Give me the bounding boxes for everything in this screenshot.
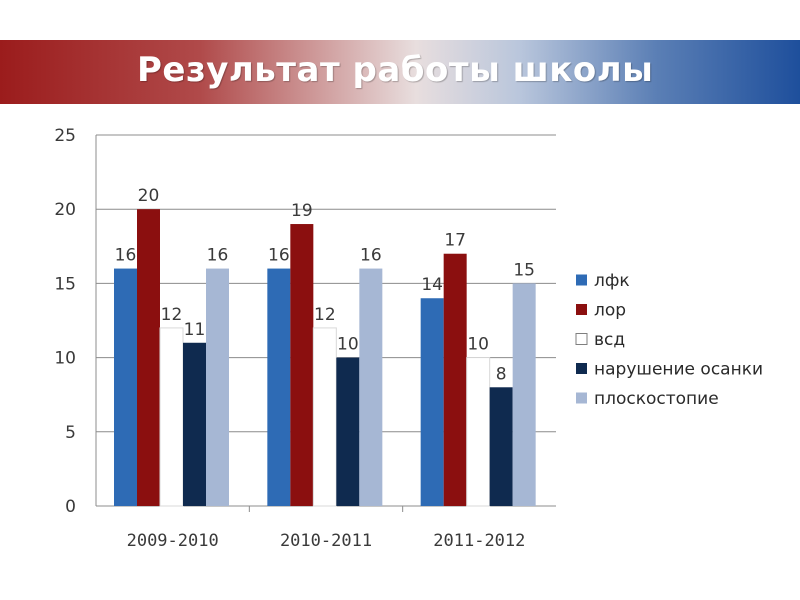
x-tick-label: 2010-2011 <box>280 531 372 551</box>
bar <box>137 209 160 506</box>
y-tick-label: 10 <box>54 349 76 369</box>
x-tick-label: 2009-2010 <box>127 531 219 551</box>
legend-swatch <box>576 275 587 286</box>
bar <box>421 298 444 506</box>
bar <box>183 343 206 506</box>
y-tick-label: 0 <box>65 497 76 517</box>
data-label: 17 <box>444 231 466 251</box>
bar <box>359 269 382 506</box>
data-label: 8 <box>496 364 507 384</box>
data-label: 11 <box>184 320 206 340</box>
data-label: 16 <box>360 246 382 266</box>
legend: лфк лор всд нарушение осанки плоскостопие <box>576 271 763 409</box>
legend-label: плоскостопие <box>594 389 719 409</box>
data-label: 16 <box>268 246 290 266</box>
bar <box>490 387 513 506</box>
y-tick-label: 20 <box>54 200 76 220</box>
legend-swatch <box>576 363 587 374</box>
legend-swatch <box>576 304 587 315</box>
data-label: 10 <box>337 335 359 355</box>
bar <box>444 254 467 506</box>
bar <box>160 328 183 506</box>
legend-label: всд <box>594 330 625 350</box>
data-label: 16 <box>207 246 229 266</box>
legend-swatch <box>576 393 587 404</box>
bar <box>114 269 137 506</box>
data-label: 16 <box>115 246 137 266</box>
bar <box>206 269 229 506</box>
legend-swatch <box>576 334 587 345</box>
bar <box>290 224 313 506</box>
bar <box>313 328 336 506</box>
bar <box>267 269 290 506</box>
bar <box>513 283 536 506</box>
data-label: 14 <box>421 275 443 295</box>
bars <box>114 209 536 506</box>
legend-label: лфк <box>594 271 630 291</box>
data-label: 19 <box>291 201 313 221</box>
data-label: 20 <box>138 186 160 206</box>
data-label: 12 <box>161 305 183 325</box>
x-tick-label: 2011-2012 <box>433 531 525 551</box>
data-label: 12 <box>314 305 336 325</box>
y-tick-label: 25 <box>54 126 76 146</box>
data-label: 15 <box>513 260 535 280</box>
y-tick-label: 15 <box>54 274 76 294</box>
legend-label: лор <box>594 301 626 321</box>
y-tick-label: 5 <box>65 423 76 443</box>
data-label: 10 <box>467 335 489 355</box>
legend-label: нарушение осанки <box>594 360 763 380</box>
bar <box>467 358 490 506</box>
bar <box>336 358 359 506</box>
